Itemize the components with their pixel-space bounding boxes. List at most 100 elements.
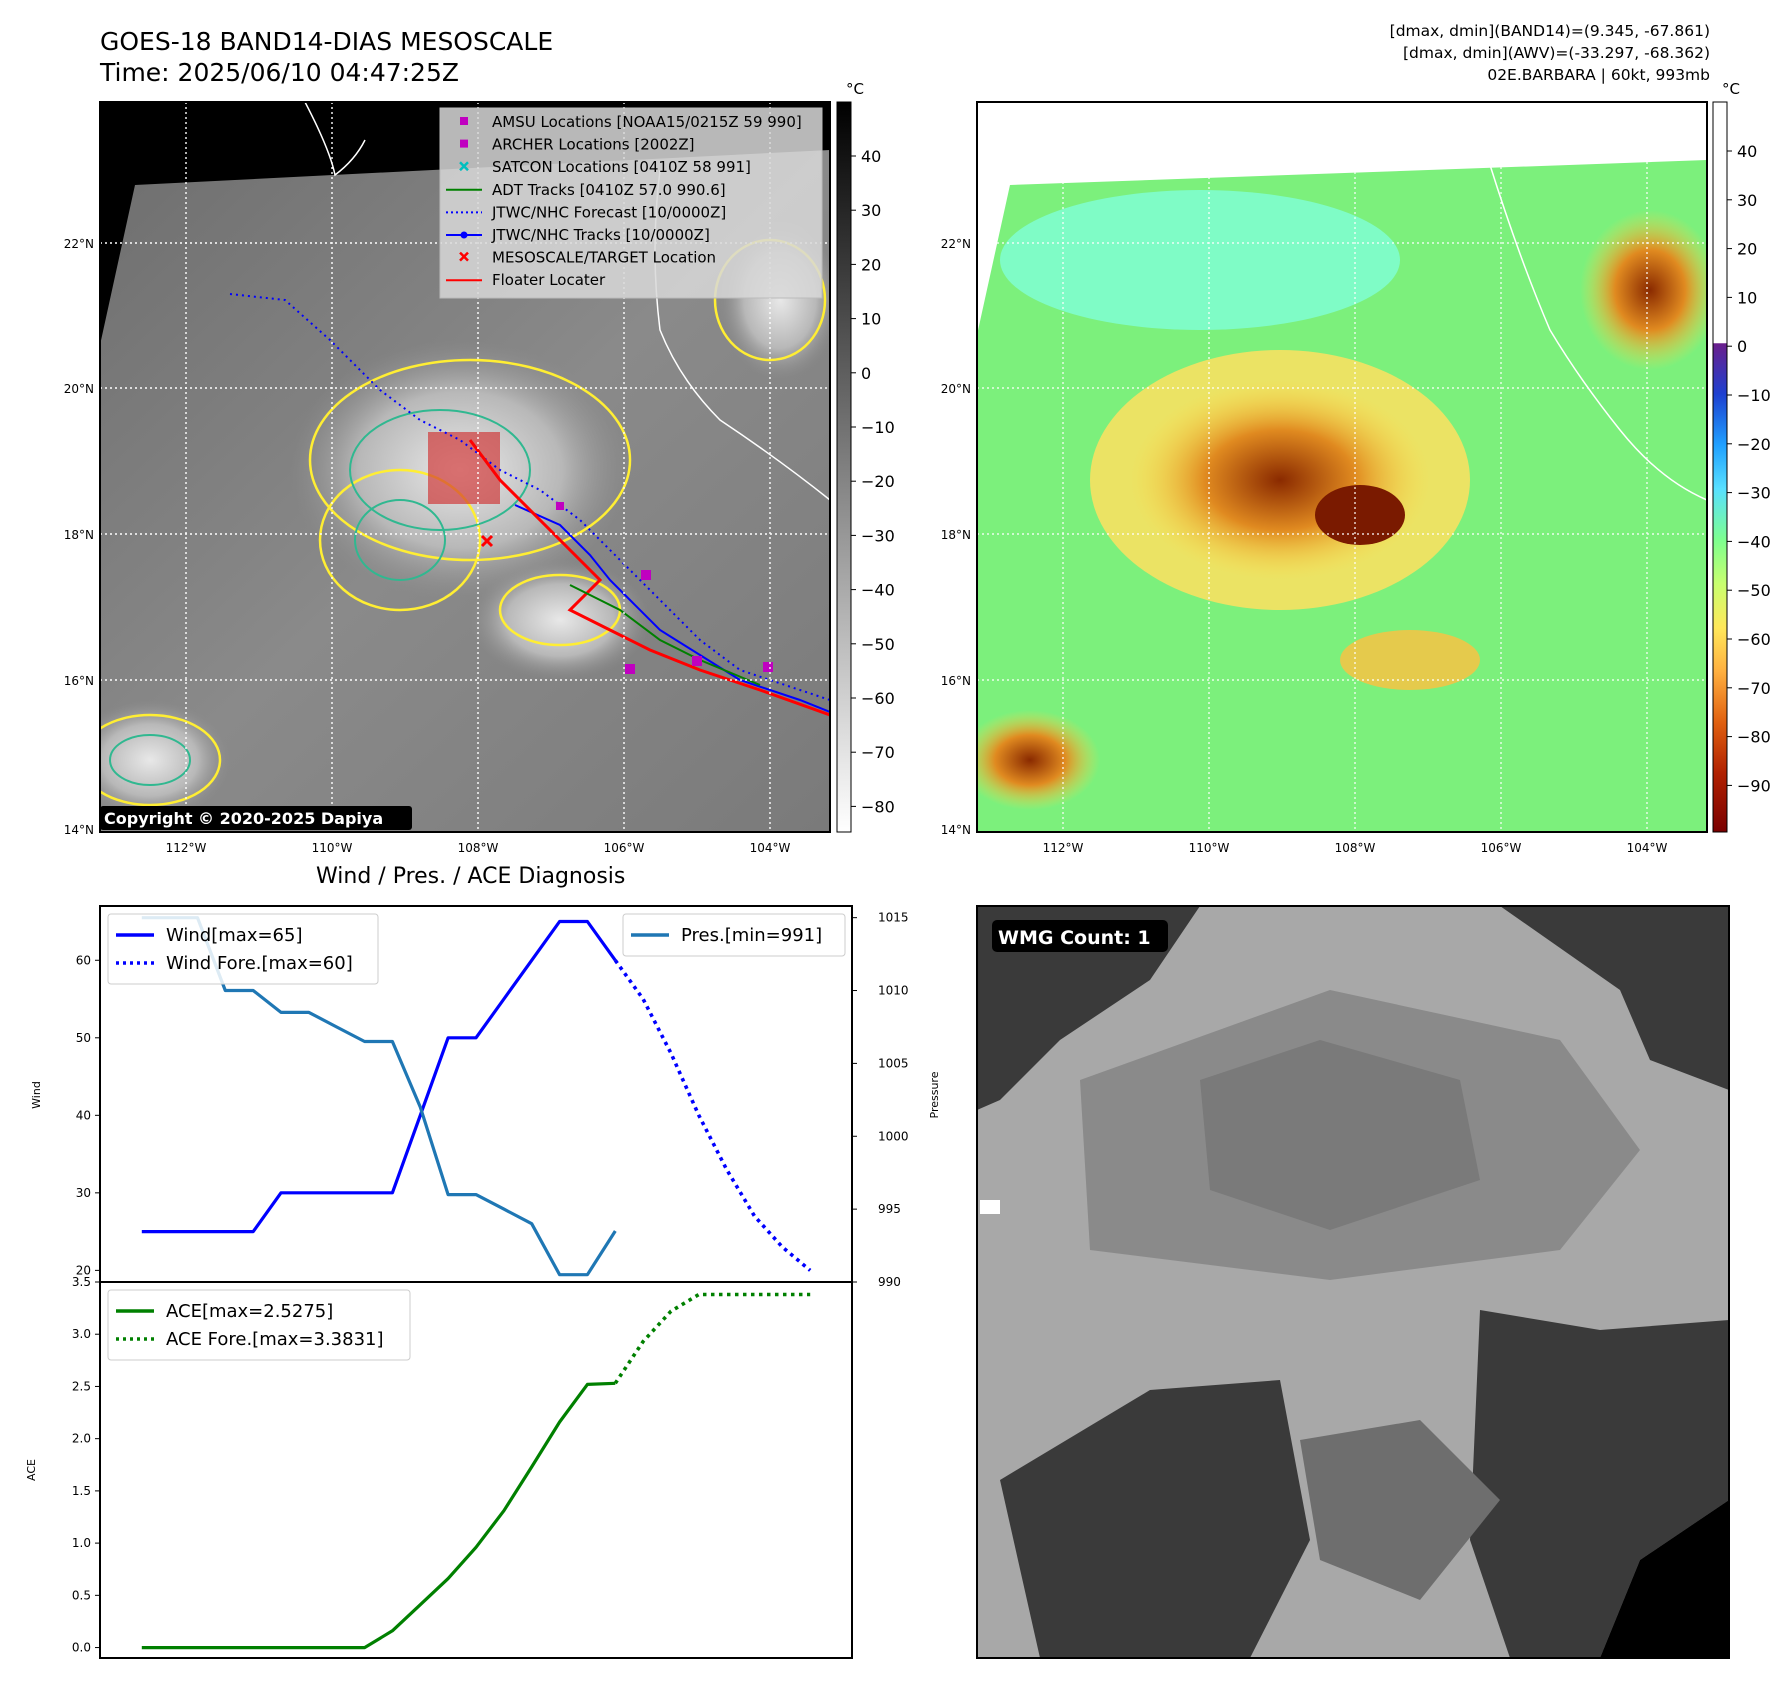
- map-axis-labels: 22°N 20°N 18°N 16°N 14°N 112°W 110°W 108°W 106°W…: [64, 237, 1668, 855]
- lon-label: 106°W: [604, 841, 645, 855]
- legend-label: Floater Locater: [492, 271, 606, 289]
- stats-band14: [dmax, dmin](BAND14)=(9.345, -67.861): [1389, 22, 1710, 40]
- legend-marker-square: [460, 139, 468, 148]
- legend-label: Wind Fore.[max=60]: [166, 953, 353, 974]
- y-tick-label: 20: [76, 1263, 91, 1277]
- y2-tick-label: 995: [878, 1202, 901, 1216]
- legend-item: JTWC/NHC Tracks [10/0000Z]: [446, 226, 710, 244]
- lat-label: 16°N: [941, 674, 971, 688]
- legend-label: JTWC/NHC Tracks [10/0000Z]: [491, 226, 710, 244]
- legend-label: ADT Tracks [0410Z 57.0 990.6]: [492, 181, 726, 199]
- storm-info: 02E.BARBARA | 60kt, 993mb: [1487, 66, 1710, 84]
- y-tick-label: 0.0: [72, 1641, 91, 1655]
- colorbar-tick-label: −30: [1737, 484, 1771, 503]
- legend-label: SATCON Locations [0410Z 58 991]: [492, 158, 751, 176]
- y-tick-label: 40: [76, 1108, 91, 1122]
- chart-legend: [107, 913, 379, 985]
- legend-item: ADT Tracks [0410Z 57.0 990.6]: [446, 181, 726, 199]
- colorbar1-unit: °C: [846, 80, 864, 98]
- stats-awv: [dmax, dmin](AWV)=(-33.297, -68.362): [1403, 44, 1710, 62]
- diagnosis-title: Wind / Pres. / ACE Diagnosis: [316, 864, 626, 889]
- chart-legend: [622, 913, 846, 957]
- legend-item: AMSU Locations [NOAA15/0215Z 59 990]: [460, 113, 802, 131]
- colorbar-tick-label: −20: [1737, 435, 1771, 454]
- legend-marker-square: [460, 117, 468, 125]
- colorbar-tick-label: 40: [1737, 142, 1757, 161]
- colorbar-tick-label: 10: [861, 310, 881, 329]
- lat-label: 20°N: [941, 382, 971, 396]
- legend-label: AMSU Locations [NOAA15/0215Z 59 990]: [492, 113, 802, 131]
- legend-label: JTWC/NHC Forecast [10/0000Z]: [491, 203, 726, 221]
- ace-chart: 0.0 0.5 1.0 1.5 2.0 2.5 3.0 3.5 ACE ACE[max=2.527…: [25, 1275, 853, 1659]
- y2-tick-label: 1015: [878, 911, 909, 925]
- legend-label: MESOSCALE/TARGET Location: [492, 249, 716, 267]
- wmg-count-label: WMG Count: 1: [998, 927, 1151, 949]
- wmg-badge: WMG Count: 1: [992, 920, 1168, 952]
- series-line: [613, 959, 812, 1272]
- awv-map-panel: [977, 102, 1707, 832]
- legend-label: ARCHER Locations [2002Z]: [492, 136, 695, 154]
- legend-label: Pres.[min=991]: [681, 925, 822, 946]
- y-tick-label: 50: [76, 1031, 91, 1045]
- legend-item: JTWC/NHC Forecast [10/0000Z]: [446, 203, 726, 221]
- legend-marker-dot: [460, 231, 468, 239]
- figure-title: GOES-18 BAND14-DIAS MESOSCALE: [100, 27, 554, 56]
- y-tick-label: 2.5: [72, 1379, 91, 1393]
- legend-item: Floater Locater: [446, 271, 606, 289]
- colorbar-tick-label: −10: [1737, 386, 1771, 405]
- lon-label: 108°W: [458, 841, 499, 855]
- lat-label: 16°N: [64, 674, 94, 688]
- awv-colorbar-ticks: 40 30 20 10 0 −10 −20 −30 −40 −50 −60 −70 −80 −90: [1727, 142, 1771, 795]
- lat-label: 14°N: [64, 823, 94, 837]
- colorbar-tick-label: 20: [1737, 240, 1757, 259]
- y2-tick-label: 990: [878, 1275, 901, 1289]
- colorbar-tick-label: −50: [1737, 581, 1771, 600]
- colorbar-tick-label: −20: [861, 472, 895, 491]
- colorbar-tick-label: −50: [861, 635, 895, 654]
- lon-label: 104°W: [750, 841, 791, 855]
- legend-item: MESOSCALE/TARGET Location: [459, 249, 716, 267]
- y2-tick-label: 1005: [878, 1056, 909, 1070]
- colorbar-tick-label: −90: [1737, 776, 1771, 795]
- awv-colorbar: [1712, 101, 1728, 833]
- copyright-badge: Copyright © 2020-2025 Dapiya: [100, 806, 412, 830]
- wmg-panel: [977, 906, 1729, 1658]
- colorbar-tick-label: −30: [861, 526, 895, 545]
- colorbar-tick-label: 30: [861, 201, 881, 220]
- colorbar-tick-label: 30: [1737, 191, 1757, 210]
- legend-item: SATCON Locations [0410Z 58 991]: [459, 158, 751, 176]
- colorbar-tick-label: −80: [1737, 728, 1771, 747]
- legend-marker-x: [459, 161, 469, 172]
- lon-label: 110°W: [312, 841, 353, 855]
- lat-label: 18°N: [941, 528, 971, 542]
- ir-colorbar-ticks: 40 30 20 10 0 −10 −20 −30 −40 −50 −60 −70 −80: [851, 147, 895, 816]
- y-tick-label: 3.5: [72, 1275, 91, 1289]
- lon-label: 112°W: [166, 841, 207, 855]
- legend-label: ACE Fore.[max=3.3831]: [166, 1329, 384, 1350]
- legend-marker-x: [459, 251, 469, 262]
- ir-map-legend: AMSU Locations [NOAA15/0215Z 59 990] ARCH…: [439, 107, 823, 299]
- series-line: [141, 919, 617, 1234]
- colorbar-tick-label: −60: [861, 689, 895, 708]
- colorbar-tick-label: 20: [861, 255, 881, 274]
- colorbar-tick-label: −60: [1737, 630, 1771, 649]
- y-tick-label: 30: [76, 1186, 91, 1200]
- y-tick-label: 60: [76, 953, 91, 967]
- y-tick-label: 2.0: [72, 1432, 91, 1446]
- colorbar-tick-label: 40: [861, 147, 881, 166]
- lon-label: 112°W: [1043, 841, 1084, 855]
- y-tick-label: 1.0: [72, 1536, 91, 1550]
- colorbar-tick-label: −40: [861, 581, 895, 600]
- y2-tick-label: 1010: [878, 984, 909, 998]
- colorbar-tick-label: 0: [861, 364, 871, 383]
- colorbar-tick-label: −40: [1737, 532, 1771, 551]
- colorbar2-unit: °C: [1722, 80, 1740, 98]
- y2-tick-label: 1000: [878, 1129, 909, 1143]
- legend-label: Wind[max=65]: [166, 925, 303, 946]
- chart-legend: [107, 1289, 411, 1361]
- copyright-text: Copyright © 2020-2025 Dapiya: [104, 809, 383, 828]
- figure-time: Time: 2025/06/10 04:47:25Z: [100, 58, 459, 87]
- lon-label: 106°W: [1481, 841, 1522, 855]
- lat-label: 22°N: [64, 237, 94, 251]
